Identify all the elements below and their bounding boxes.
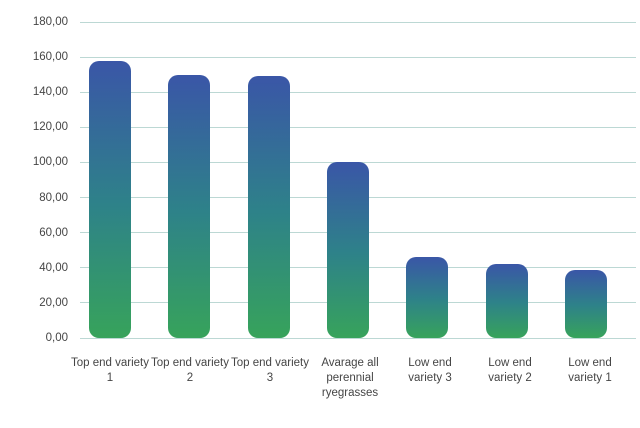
y-axis-labels: 0,00 20,00 40,00 60,00 80,00 100,00 120,00 140,…	[0, 16, 68, 344]
x-label-cell: Top end variety 2	[150, 356, 230, 401]
x-category-label: Avarage all perennial ryegrasses	[321, 357, 379, 399]
x-label-cell: Low end variety 3	[390, 356, 470, 401]
x-label-cell: Top end variety 3	[230, 356, 310, 401]
y-tick-label: 60,00	[39, 226, 68, 239]
plot-area	[80, 21, 636, 339]
y-tick-label: 100,00	[32, 156, 68, 169]
y-tick-label: 20,00	[39, 296, 68, 309]
bar-column	[467, 22, 546, 338]
x-category-label: Low end variety 2	[488, 357, 532, 384]
gridline	[80, 91, 636, 93]
x-category-label: Low end variety 1	[568, 357, 612, 384]
y-tick-label: 180,00	[32, 16, 68, 28]
bar	[247, 76, 290, 338]
x-label-cell: Low end variety 2	[470, 356, 550, 401]
gridline	[80, 21, 636, 23]
bar	[565, 269, 608, 338]
x-category-label: Top end variety 1	[71, 357, 149, 384]
y-tick-label: 140,00	[32, 86, 68, 99]
bar-column	[547, 22, 626, 338]
bar-column	[70, 22, 149, 338]
gridline	[80, 126, 636, 128]
gridline	[80, 337, 636, 339]
bar	[406, 257, 449, 338]
y-tick-label: 120,00	[32, 121, 68, 134]
x-category-label: Top end variety 3	[231, 357, 309, 384]
y-tick-label: 160,00	[32, 51, 68, 64]
bar	[326, 162, 369, 338]
y-tick-label: 40,00	[39, 261, 68, 274]
x-category-label: Low end variety 3	[408, 357, 452, 384]
x-category-label: Top end variety 2	[151, 357, 229, 384]
bars	[70, 22, 626, 338]
bar	[88, 60, 131, 338]
bar-column	[388, 22, 467, 338]
x-label-cell: Top end variety 1	[70, 356, 150, 401]
x-axis-labels: Top end variety 1 Top end variety 2 Top en…	[70, 356, 626, 401]
bar-column	[229, 22, 308, 338]
x-label-cell: Avarage all perennial ryegrasses	[310, 356, 390, 401]
gridline	[80, 56, 636, 58]
bar-column	[308, 22, 387, 338]
y-tick-label: 0,00	[45, 332, 68, 344]
x-label-cell: Low end variety 1	[550, 356, 630, 401]
bar	[485, 264, 528, 338]
y-tick-label: 80,00	[39, 191, 68, 204]
bar-column	[149, 22, 228, 338]
bar	[168, 74, 211, 338]
